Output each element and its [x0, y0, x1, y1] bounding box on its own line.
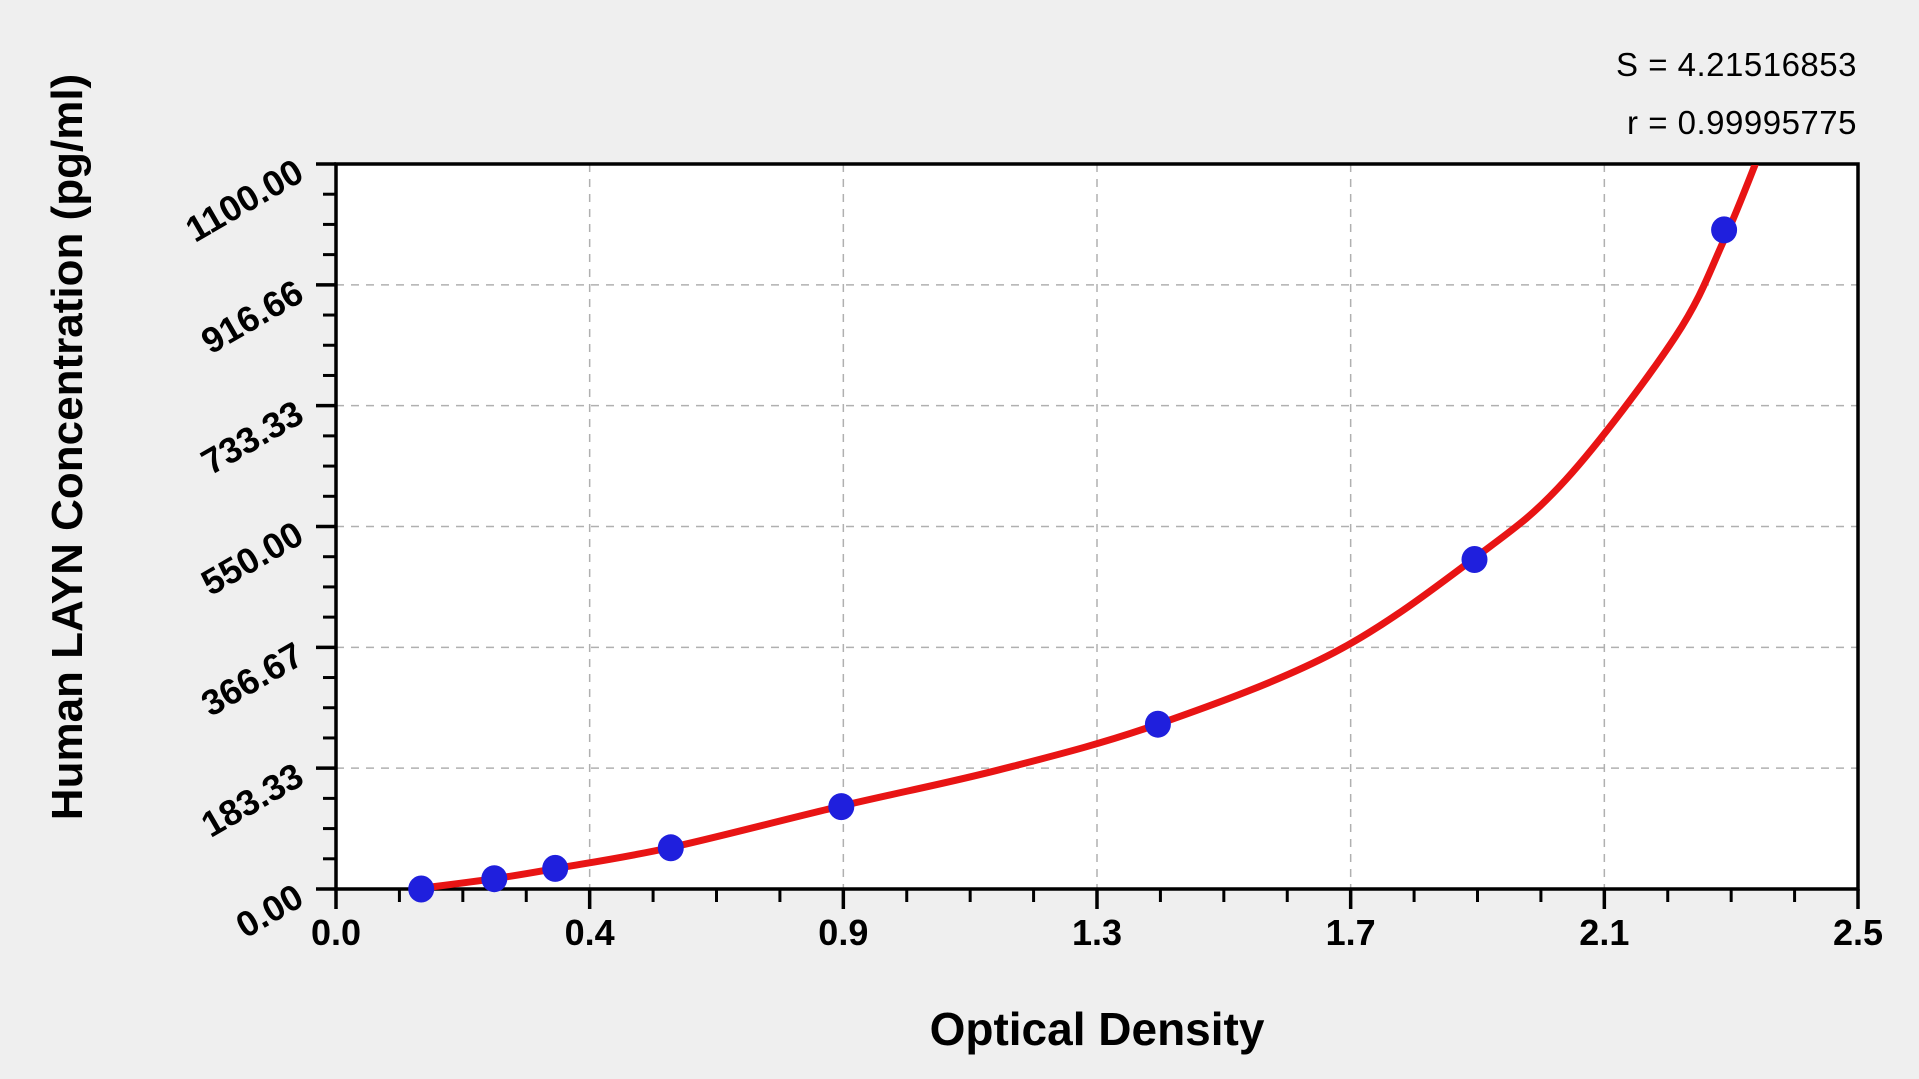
data-point-marker [542, 854, 569, 882]
axis-ticks [316, 162, 1860, 909]
data-point-marker [408, 875, 435, 903]
data-points [408, 216, 1738, 903]
x-tick-label: 2.1 [1579, 912, 1629, 953]
plot-border [334, 162, 1860, 891]
y-tick-label: 0.00 [229, 875, 310, 946]
data-point-marker [657, 834, 684, 862]
grid-lines [336, 164, 1858, 889]
x-tick-label: 0.0 [311, 912, 361, 953]
x-tick-label: 1.3 [1072, 912, 1122, 953]
y-tick-label: 183.33 [194, 755, 310, 846]
data-point-marker [1144, 710, 1171, 738]
y-tick-label: 550.00 [194, 513, 310, 604]
fit-statistic-r: r = 0.99995775 [1627, 104, 1857, 141]
fit-statistics: S = 4.21516853 r = 0.99995775 [1616, 36, 1857, 152]
y-tick-label: 1100.00 [179, 150, 310, 250]
fit-statistic-s: S = 4.21516853 [1616, 46, 1857, 83]
data-point-marker [1711, 216, 1738, 244]
y-tick-label: 733.33 [194, 392, 310, 483]
fitted-curve [411, 165, 1759, 893]
data-point-marker [481, 865, 508, 893]
y-tick-label: 916.66 [194, 271, 310, 362]
x-axis-title: Optical Density [929, 1003, 1265, 1055]
x-tick-label: 0.9 [818, 912, 868, 953]
y-tick-label: 366.67 [194, 634, 310, 725]
x-tick-label: 2.5 [1833, 912, 1883, 953]
data-point-marker [1461, 546, 1488, 573]
x-tick-label: 1.7 [1326, 912, 1376, 953]
x-tick-label: 0.4 [565, 912, 615, 953]
y-axis-title: Human LAYN Concentration (pg/ml) [43, 73, 92, 821]
data-point-marker [828, 793, 855, 821]
